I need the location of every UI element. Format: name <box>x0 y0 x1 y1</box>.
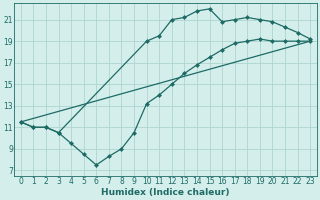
X-axis label: Humidex (Indice chaleur): Humidex (Indice chaleur) <box>101 188 230 197</box>
